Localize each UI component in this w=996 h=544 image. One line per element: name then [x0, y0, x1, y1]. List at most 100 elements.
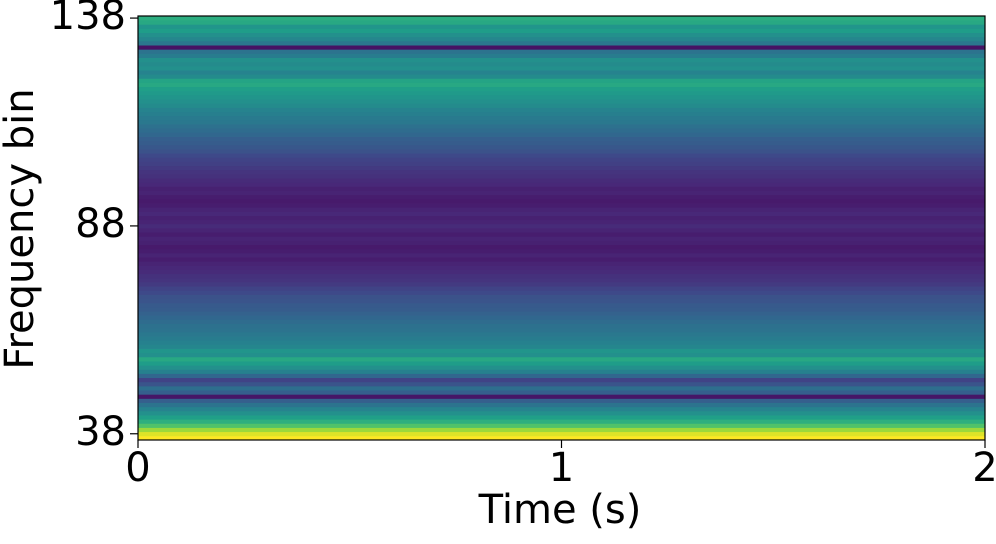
heatmap-row	[138, 373, 985, 379]
heatmap-row	[138, 107, 985, 113]
heatmap	[138, 16, 985, 441]
heatmap-row	[138, 257, 985, 262]
heatmap-row	[138, 423, 985, 428]
heatmap-row	[138, 86, 985, 92]
heatmap-row	[138, 20, 985, 25]
heatmap-row	[138, 211, 985, 216]
heatmap-row	[138, 178, 985, 183]
heatmap-row	[138, 136, 985, 142]
heatmap-row	[138, 49, 985, 54]
heatmap-row	[138, 306, 985, 312]
heatmap-row	[138, 377, 985, 383]
heatmap-row	[138, 427, 985, 433]
heatmap-row	[138, 70, 985, 75]
heatmap-row	[138, 365, 985, 370]
heatmap-row	[138, 169, 985, 175]
heatmap-row	[138, 78, 985, 83]
heatmap-row	[138, 385, 985, 391]
heatmap-row	[138, 165, 985, 171]
heatmap-row	[138, 65, 985, 71]
heatmap-row	[138, 103, 985, 108]
heatmap-row	[138, 319, 985, 325]
heatmap-row	[138, 410, 985, 416]
heatmap-row	[138, 302, 985, 308]
heatmap-row	[138, 90, 985, 96]
heatmap-row	[138, 415, 985, 420]
heatmap-row	[138, 398, 985, 403]
heatmap-row	[138, 336, 985, 341]
heatmap-row	[138, 190, 985, 196]
heatmap-row	[138, 82, 985, 88]
heatmap-row	[138, 16, 985, 21]
heatmap-row	[138, 419, 985, 424]
heatmap-row	[138, 252, 985, 258]
heatmap-row	[138, 248, 985, 254]
heatmap-row	[138, 128, 985, 133]
heatmap-row	[138, 390, 985, 395]
heatmap-row	[138, 228, 985, 233]
heatmap-row	[138, 57, 985, 63]
heatmap-row	[138, 273, 985, 279]
heatmap-row	[138, 161, 985, 167]
x-tick-label: 2	[972, 445, 996, 491]
heatmap-row	[138, 406, 985, 412]
y-axis-label: Frequency bin	[0, 88, 43, 369]
heatmap-row	[138, 286, 985, 291]
heatmap-row	[138, 115, 985, 121]
heatmap-row	[138, 348, 985, 354]
heatmap-row	[138, 223, 985, 229]
heatmap-row	[138, 74, 985, 79]
heatmap-row	[138, 36, 985, 42]
heatmap-row	[138, 244, 985, 250]
heatmap-row	[138, 182, 985, 187]
y-tick-label: 38	[75, 409, 126, 455]
heatmap-row	[138, 157, 985, 162]
y-tick-label: 138	[50, 0, 126, 39]
heatmap-row	[138, 435, 985, 441]
heatmap-row	[138, 124, 985, 129]
heatmap-row	[138, 327, 985, 333]
heatmap-row	[138, 331, 985, 337]
heatmap-row	[138, 132, 985, 137]
x-tick-label: 0	[125, 445, 150, 491]
heatmap-row	[138, 99, 985, 104]
heatmap-row	[138, 394, 985, 399]
heatmap-row	[138, 61, 985, 67]
heatmap-row	[138, 28, 985, 34]
heatmap-row	[138, 53, 985, 58]
heatmap-row	[138, 24, 985, 29]
heatmap-row	[138, 198, 985, 204]
y-tick-label: 88	[75, 201, 126, 247]
heatmap-row	[138, 265, 985, 270]
heatmap-row	[138, 402, 985, 408]
heatmap-row	[138, 149, 985, 154]
heatmap-row	[138, 194, 985, 200]
heatmap-row	[138, 344, 985, 349]
heatmap-row	[138, 369, 985, 374]
heatmap-row	[138, 298, 985, 304]
x-axis-label: Time (s)	[478, 487, 642, 533]
heatmap-row	[138, 111, 985, 117]
heatmap-row	[138, 431, 985, 437]
heatmap-row	[138, 236, 985, 241]
heatmap-row	[138, 381, 985, 387]
heatmap-row	[138, 207, 985, 212]
x-tick-label: 1	[549, 445, 574, 491]
heatmap-row	[138, 315, 985, 320]
heatmap-row	[138, 282, 985, 287]
heatmap-row	[138, 232, 985, 237]
heatmap-row	[138, 323, 985, 329]
heatmap-row	[138, 340, 985, 345]
heatmap-row	[138, 352, 985, 358]
heatmap-row	[138, 311, 985, 316]
heatmap-row	[138, 32, 985, 38]
heatmap-row	[138, 290, 985, 295]
heatmap-row	[138, 144, 985, 150]
heatmap-row	[138, 261, 985, 266]
heatmap-row	[138, 94, 985, 100]
heatmap-row	[138, 240, 985, 246]
heatmap-row	[138, 269, 985, 275]
heatmap-row	[138, 186, 985, 191]
heatmap-row	[138, 40, 985, 46]
